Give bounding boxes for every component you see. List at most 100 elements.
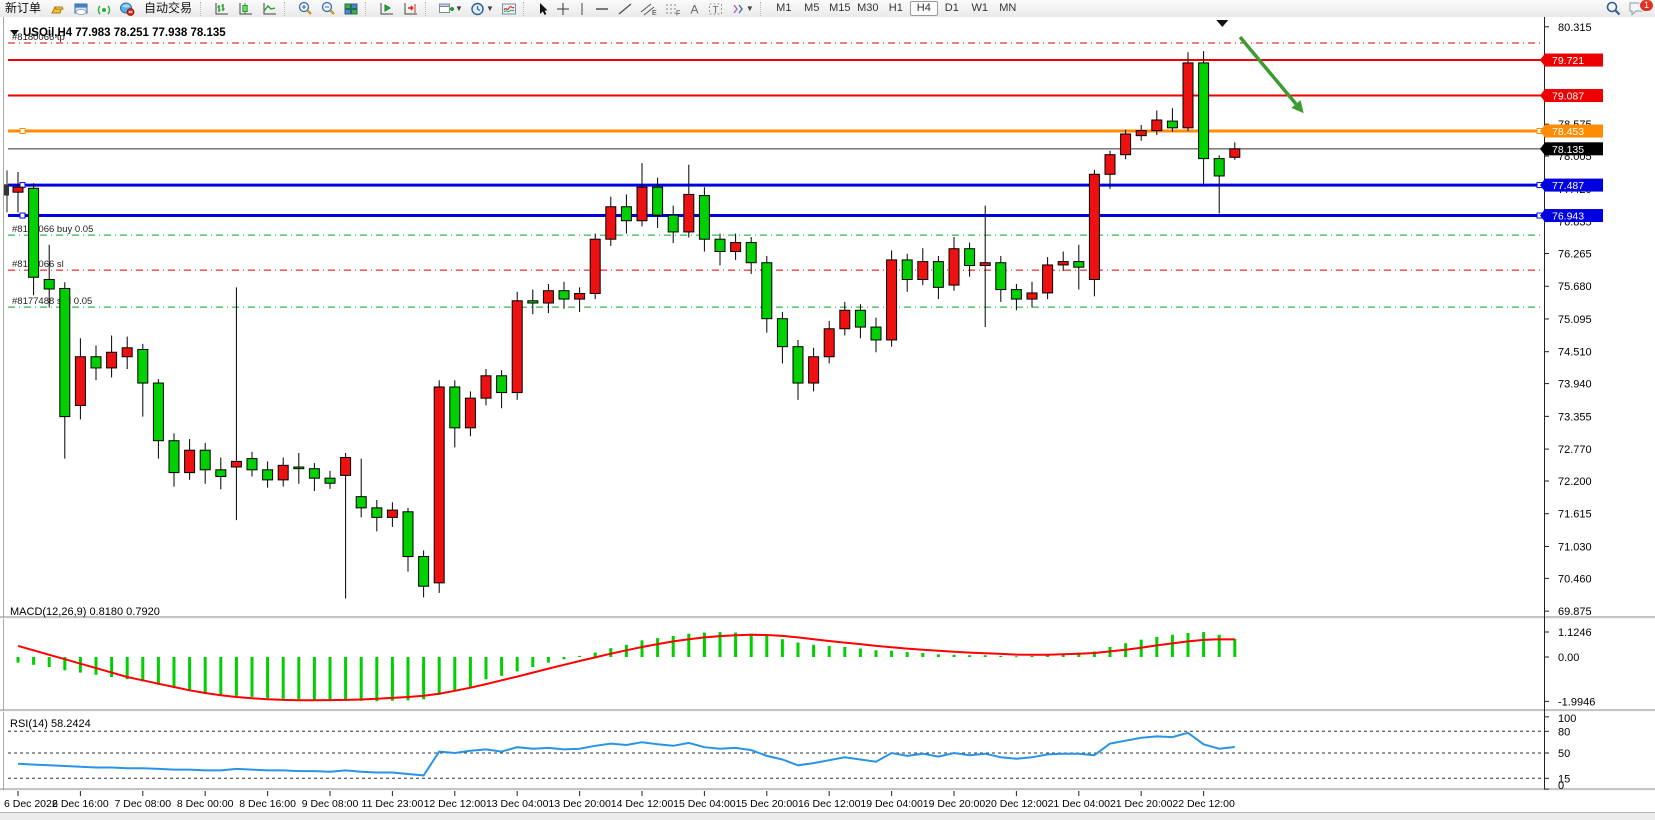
line-chart-type-icon[interactable] bbox=[258, 1, 281, 17]
price-badge: 79.721 bbox=[1552, 55, 1584, 67]
time-tick-label: 13 Dec 04:00 bbox=[486, 798, 549, 810]
order-lines[interactable]: #8180066 tp#8180066 buy 0.05#8180066 sl#… bbox=[8, 32, 1544, 308]
autotrading-stop-icon[interactable] bbox=[116, 1, 138, 17]
auto-scroll-icon[interactable] bbox=[375, 1, 398, 17]
search-icon[interactable] bbox=[1602, 1, 1624, 17]
macd-histogram-bar bbox=[702, 632, 706, 657]
notifications-icon[interactable]: 1 bbox=[1625, 0, 1654, 17]
text-tool-icon[interactable]: A bbox=[685, 1, 704, 17]
vertical-line-tool-icon[interactable] bbox=[574, 1, 590, 17]
line-handle[interactable] bbox=[19, 212, 26, 219]
equidistant-channel-tool-icon[interactable]: E bbox=[637, 1, 660, 17]
arrow-annotation[interactable] bbox=[1238, 35, 1304, 114]
macd-histogram-bar bbox=[734, 632, 738, 657]
timeframe-button-D1[interactable]: D1 bbox=[938, 1, 966, 16]
time-tick-label: 19 Dec 04:00 bbox=[860, 798, 923, 810]
price-tick-label: 71.615 bbox=[1558, 509, 1592, 521]
signal-icon[interactable] bbox=[93, 1, 115, 17]
price-badge: 76.943 bbox=[1552, 211, 1584, 223]
periods-clock-icon[interactable]: ▼ bbox=[467, 1, 497, 17]
chart-window[interactable]: #8180066 tp#8180066 buy 0.05#8180066 sl#… bbox=[0, 17, 1655, 812]
svg-text:T: T bbox=[712, 5, 718, 16]
arrows-tool-icon[interactable]: ▼ bbox=[727, 1, 757, 17]
macd-histogram-bar bbox=[172, 657, 176, 689]
macd-histogram-bar bbox=[219, 657, 223, 695]
timeframe-button-H4[interactable]: H4 bbox=[909, 1, 938, 16]
macd-histogram-bar bbox=[609, 648, 613, 657]
macd-histogram-bar bbox=[359, 657, 363, 701]
chart-info-line: USOil,H4 77.983 78.251 77.938 78.135 bbox=[23, 27, 226, 39]
time-tick-label: 6 Dec 2022 bbox=[4, 798, 58, 810]
time-tick-label: 14 Dec 12:00 bbox=[611, 798, 674, 810]
timeframe-toolbar: M1 M5 M15 M30 H1 H4 D1 W1 MN bbox=[770, 1, 1022, 16]
rsi-scale-label: 100 bbox=[1558, 713, 1576, 725]
trendline-tool-icon[interactable] bbox=[614, 1, 636, 17]
rsi-scale-label: 15 bbox=[1558, 773, 1570, 785]
rsi-label: RSI(14) 58.2424 bbox=[10, 718, 91, 730]
price-tick-label: 70.460 bbox=[1558, 573, 1592, 585]
macd-histogram-bar bbox=[890, 650, 894, 657]
rsi-scale-label: 50 bbox=[1558, 748, 1570, 760]
chevron-down-icon[interactable]: ▼ bbox=[455, 4, 463, 13]
timeframe-button-M30[interactable]: M30 bbox=[854, 1, 882, 16]
gold-ingot-icon[interactable] bbox=[47, 1, 69, 17]
templates-icon[interactable] bbox=[498, 1, 520, 17]
macd-histogram-bar bbox=[1030, 655, 1034, 657]
price-tick-label: 73.940 bbox=[1558, 379, 1592, 391]
timeframe-button-MN[interactable]: MN bbox=[994, 1, 1022, 16]
text-label-tool-icon[interactable]: T bbox=[705, 1, 726, 17]
macd-histogram-bar bbox=[297, 657, 301, 700]
macd-histogram-bar bbox=[1170, 634, 1174, 657]
fibonacci-tool-icon[interactable]: F bbox=[661, 1, 684, 17]
crosshair-tool-icon[interactable] bbox=[553, 1, 573, 17]
price-tick-label: 69.875 bbox=[1558, 606, 1592, 618]
macd-histogram-bar bbox=[141, 657, 145, 682]
time-tick-label: 16 Dec 12:00 bbox=[798, 798, 861, 810]
macd-histogram-bar bbox=[1092, 651, 1096, 657]
order-line-label: #8177488 sell 0.05 bbox=[12, 296, 92, 307]
bar-chart-type-icon[interactable] bbox=[210, 1, 233, 17]
line-handle[interactable] bbox=[19, 128, 26, 135]
timeframe-button-M1[interactable]: M1 bbox=[770, 1, 798, 16]
zoom-in-icon[interactable] bbox=[294, 1, 316, 17]
timeframe-button-H1[interactable]: H1 bbox=[882, 1, 910, 16]
macd-scale-label: 1.1246 bbox=[1558, 627, 1592, 639]
chart-background bbox=[0, 17, 1655, 812]
macd-histogram-bar bbox=[968, 655, 972, 657]
macd-histogram-bar bbox=[32, 657, 36, 665]
horizontal-line-tool-icon[interactable] bbox=[591, 1, 613, 17]
auto-trading-button[interactable]: 自动交易 bbox=[139, 1, 197, 17]
chart-shift-marker[interactable] bbox=[1216, 20, 1229, 27]
timeframe-button-M15[interactable]: M15 bbox=[826, 1, 854, 16]
price-tick-label: 72.200 bbox=[1558, 476, 1592, 488]
symbol-direction-icon bbox=[10, 30, 19, 36]
macd-histogram-bar bbox=[1202, 632, 1206, 657]
candlestick-type-icon[interactable] bbox=[234, 1, 257, 17]
chevron-down-icon[interactable]: ▼ bbox=[485, 4, 494, 13]
macd-histogram-bar bbox=[952, 654, 956, 657]
macd-histogram-bar bbox=[266, 657, 270, 699]
macd-histogram-bar bbox=[656, 638, 660, 657]
window-cloud-icon[interactable] bbox=[70, 1, 92, 17]
price-badge: 78.453 bbox=[1552, 126, 1584, 138]
cursor-tool-icon[interactable] bbox=[533, 1, 552, 17]
timeframe-button-W1[interactable]: W1 bbox=[966, 1, 994, 16]
chevron-down-icon[interactable]: ▼ bbox=[745, 4, 754, 13]
macd-histogram-bar bbox=[546, 657, 550, 663]
macd-histogram-bar bbox=[921, 652, 925, 657]
macd-histogram-bar bbox=[406, 657, 410, 701]
tile-windows-icon[interactable] bbox=[340, 1, 362, 17]
timeframe-button-M5[interactable]: M5 bbox=[798, 1, 826, 16]
zoom-out-icon[interactable] bbox=[317, 1, 339, 17]
add-indicator-icon[interactable]: ▼ bbox=[435, 1, 466, 17]
chart-shift-icon[interactable] bbox=[399, 1, 422, 17]
macd-histogram-bar bbox=[999, 655, 1003, 657]
macd-histogram-bar bbox=[718, 632, 722, 657]
price-tick-label: 74.510 bbox=[1558, 347, 1592, 359]
new-order-button[interactable]: 新订单 bbox=[0, 1, 46, 17]
macd-histogram-bar bbox=[1233, 638, 1237, 657]
macd-histogram-bar bbox=[905, 652, 909, 657]
macd-histogram-bar bbox=[1186, 632, 1190, 657]
